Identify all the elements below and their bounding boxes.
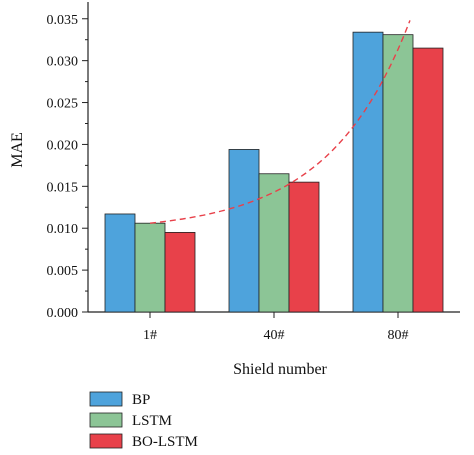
bar-bo-lstm-0 <box>164 232 196 313</box>
bar-bp-1 <box>228 149 260 313</box>
legend-label-lstm: LSTM <box>132 413 172 429</box>
y-tick-label-3: 0.015 <box>47 180 79 195</box>
y-tick-label-7: 0.035 <box>47 13 79 28</box>
legend-swatch-lstm <box>89 412 123 428</box>
trend-line <box>149 20 411 224</box>
bar-lstm-0 <box>134 222 166 313</box>
legend-swatch-bo-lstm <box>89 433 123 449</box>
legend: BP LSTM BO-LSTM <box>89 391 198 450</box>
x-tick-label-1: 40# <box>264 328 285 343</box>
y-tick-label-0: 0.000 <box>47 306 79 321</box>
legend-label-bp: BP <box>132 392 150 408</box>
x-tick-label-0: 1# <box>143 328 157 343</box>
y-tick-label-1: 0.005 <box>47 264 79 279</box>
x-tick-label-2: 80# <box>388 328 409 343</box>
legend-label-bo-lstm: BO-LSTM <box>132 434 198 450</box>
bar-bo-lstm-2 <box>412 47 444 313</box>
y-tick-label-4: 0.020 <box>47 138 79 153</box>
x-axis-title: Shield number <box>233 361 327 378</box>
bar-lstm-1 <box>258 173 290 313</box>
plot-area: 0.000 0.005 0.010 0.015 0.020 0.025 0.030 0.035… <box>47 2 460 343</box>
y-tick-label-2: 0.010 <box>47 222 79 237</box>
legend-swatch-bp <box>89 391 123 407</box>
y-tick-label-5: 0.025 <box>47 97 79 112</box>
bar-lstm-2 <box>382 34 414 313</box>
y-axis-title: MAE <box>9 132 26 168</box>
bar-bp-0 <box>104 213 136 313</box>
bar-bo-lstm-1 <box>288 181 320 313</box>
bar-bp-2 <box>352 31 384 313</box>
y-tick-label-6: 0.030 <box>47 55 79 70</box>
